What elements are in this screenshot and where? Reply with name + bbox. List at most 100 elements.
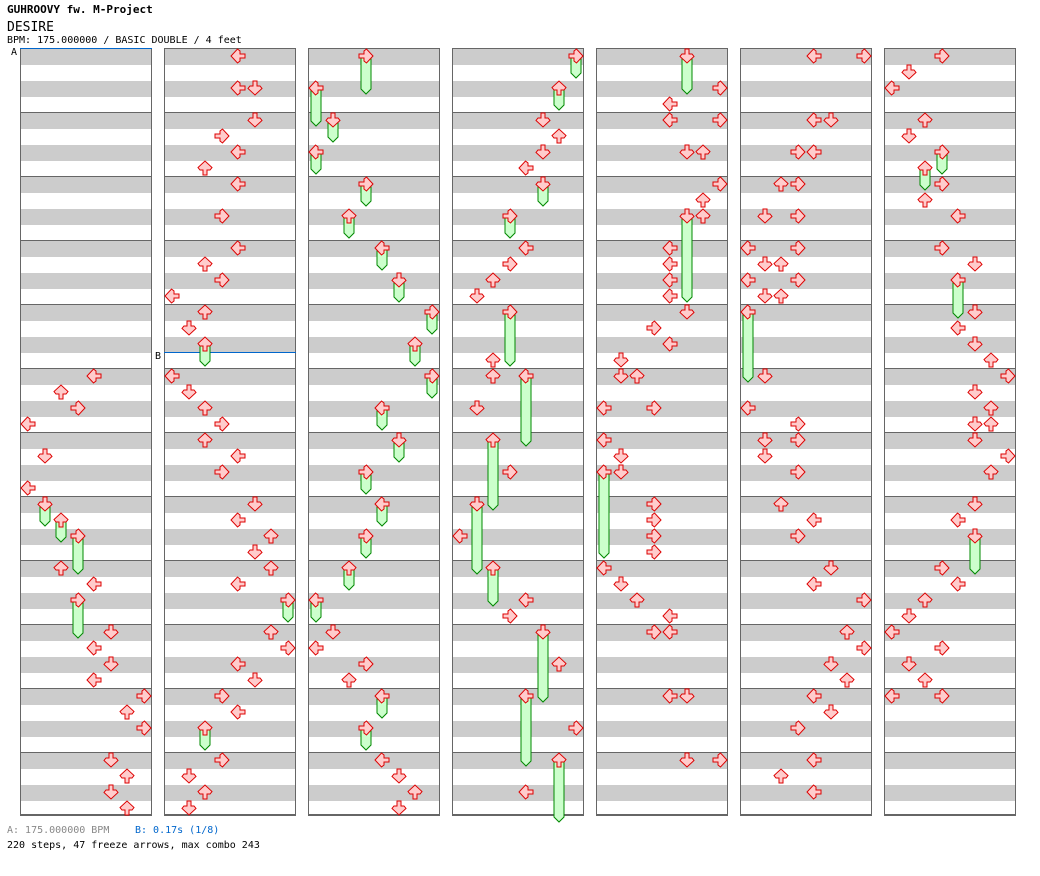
- arrow-down-icon: [966, 496, 983, 512]
- freeze-arrow-body: [742, 311, 754, 383]
- arrow-left-icon: [806, 784, 822, 800]
- freeze-arrow-body: [471, 503, 482, 575]
- arrow-right-icon: [424, 368, 440, 384]
- arrow-up-icon: [485, 352, 501, 368]
- arrow-right-icon: [214, 416, 230, 432]
- arrow-right-icon: [790, 464, 806, 480]
- arrow-right-icon: [214, 688, 230, 704]
- arrow-right-icon: [214, 272, 230, 288]
- arrow-left-icon: [806, 576, 822, 592]
- arrow-up-icon: [53, 560, 69, 576]
- arrow-up-icon: [917, 112, 933, 128]
- arrow-down-icon: [678, 304, 695, 320]
- arrow-left-icon: [950, 576, 966, 592]
- arrow-left-icon: [230, 48, 246, 64]
- arrow-right-icon: [646, 320, 662, 336]
- arrow-right-icon: [70, 528, 86, 544]
- arrow-right-icon: [790, 176, 806, 192]
- arrow-left-icon: [230, 512, 246, 528]
- arrow-up-icon: [485, 272, 501, 288]
- arrow-down-icon: [756, 256, 773, 272]
- arrow-down-icon: [180, 800, 197, 816]
- arrow-left-icon: [662, 336, 678, 352]
- arrow-right-icon: [790, 528, 806, 544]
- arrow-right-icon: [646, 512, 662, 528]
- arrow-down-icon: [246, 80, 263, 96]
- arrow-down-icon: [966, 432, 983, 448]
- arrow-left-icon: [806, 512, 822, 528]
- arrow-right-icon: [646, 496, 662, 512]
- arrow-up-icon: [197, 720, 213, 736]
- arrow-down-icon: [390, 272, 407, 288]
- freeze-arrow-body: [553, 759, 565, 823]
- arrow-up-icon: [485, 432, 501, 448]
- arrow-right-icon: [790, 144, 806, 160]
- freeze-arrow-body: [537, 631, 548, 703]
- marker-label-b: B: [155, 351, 162, 362]
- arrow-up-icon: [197, 256, 213, 272]
- artist-name: GUHROOVY fw. M-Project: [7, 3, 153, 16]
- arrow-up-icon: [341, 560, 357, 576]
- arrow-left-icon: [518, 240, 534, 256]
- arrow-down-icon: [678, 752, 695, 768]
- arrow-down-icon: [756, 288, 773, 304]
- arrow-down-icon: [534, 112, 551, 128]
- arrow-down-icon: [900, 128, 917, 144]
- arrow-up-icon: [407, 784, 423, 800]
- arrow-up-icon: [197, 432, 213, 448]
- arrow-down-icon: [468, 496, 485, 512]
- arrow-left-icon: [662, 240, 678, 256]
- bpm-legend: A: 175.000000 BPM: [7, 825, 110, 836]
- freeze-arrow-body: [520, 695, 532, 767]
- arrow-up-icon: [341, 672, 357, 688]
- arrow-left-icon: [806, 752, 822, 768]
- arrow-down-icon: [102, 624, 119, 640]
- arrow-right-icon: [934, 176, 950, 192]
- arrow-right-icon: [790, 720, 806, 736]
- chart-column-3: [308, 48, 440, 816]
- arrow-left-icon: [230, 240, 246, 256]
- arrow-down-icon: [966, 416, 983, 432]
- arrow-up-icon: [551, 656, 567, 672]
- arrow-down-icon: [822, 560, 839, 576]
- arrow-down-icon: [246, 496, 263, 512]
- arrow-left-icon: [86, 576, 102, 592]
- arrow-left-icon: [806, 688, 822, 704]
- arrow-left-icon: [518, 160, 534, 176]
- arrow-right-icon: [358, 656, 374, 672]
- arrow-down-icon: [966, 304, 983, 320]
- arrow-up-icon: [983, 464, 999, 480]
- arrow-right-icon: [502, 256, 518, 272]
- arrow-right-icon: [70, 400, 86, 416]
- arrow-left-icon: [230, 576, 246, 592]
- arrow-up-icon: [53, 384, 69, 400]
- arrow-up-icon: [983, 416, 999, 432]
- arrow-left-icon: [230, 176, 246, 192]
- arrow-left-icon: [740, 240, 756, 256]
- chart-info: BPM: 175.000000 / BASIC DOUBLE / 4 feet: [7, 35, 242, 46]
- arrow-right-icon: [790, 416, 806, 432]
- arrow-left-icon: [230, 448, 246, 464]
- arrow-right-icon: [358, 48, 374, 64]
- arrow-up-icon: [551, 80, 567, 96]
- arrow-right-icon: [712, 176, 728, 192]
- arrow-left-icon: [950, 208, 966, 224]
- arrow-up-icon: [119, 800, 135, 816]
- arrow-left-icon: [374, 752, 390, 768]
- arrow-left-icon: [374, 240, 390, 256]
- arrow-down-icon: [102, 752, 119, 768]
- arrow-down-icon: [822, 704, 839, 720]
- arrow-up-icon: [485, 560, 501, 576]
- arrow-down-icon: [756, 448, 773, 464]
- arrow-up-icon: [917, 160, 933, 176]
- arrow-right-icon: [856, 640, 872, 656]
- arrow-up-icon: [551, 752, 567, 768]
- arrow-left-icon: [20, 416, 36, 432]
- arrow-left-icon: [806, 112, 822, 128]
- arrow-right-icon: [856, 592, 872, 608]
- marker-label-a: A: [11, 47, 18, 58]
- arrow-right-icon: [502, 208, 518, 224]
- arrow-right-icon: [214, 752, 230, 768]
- arrow-right-icon: [934, 144, 950, 160]
- arrow-down-icon: [534, 176, 551, 192]
